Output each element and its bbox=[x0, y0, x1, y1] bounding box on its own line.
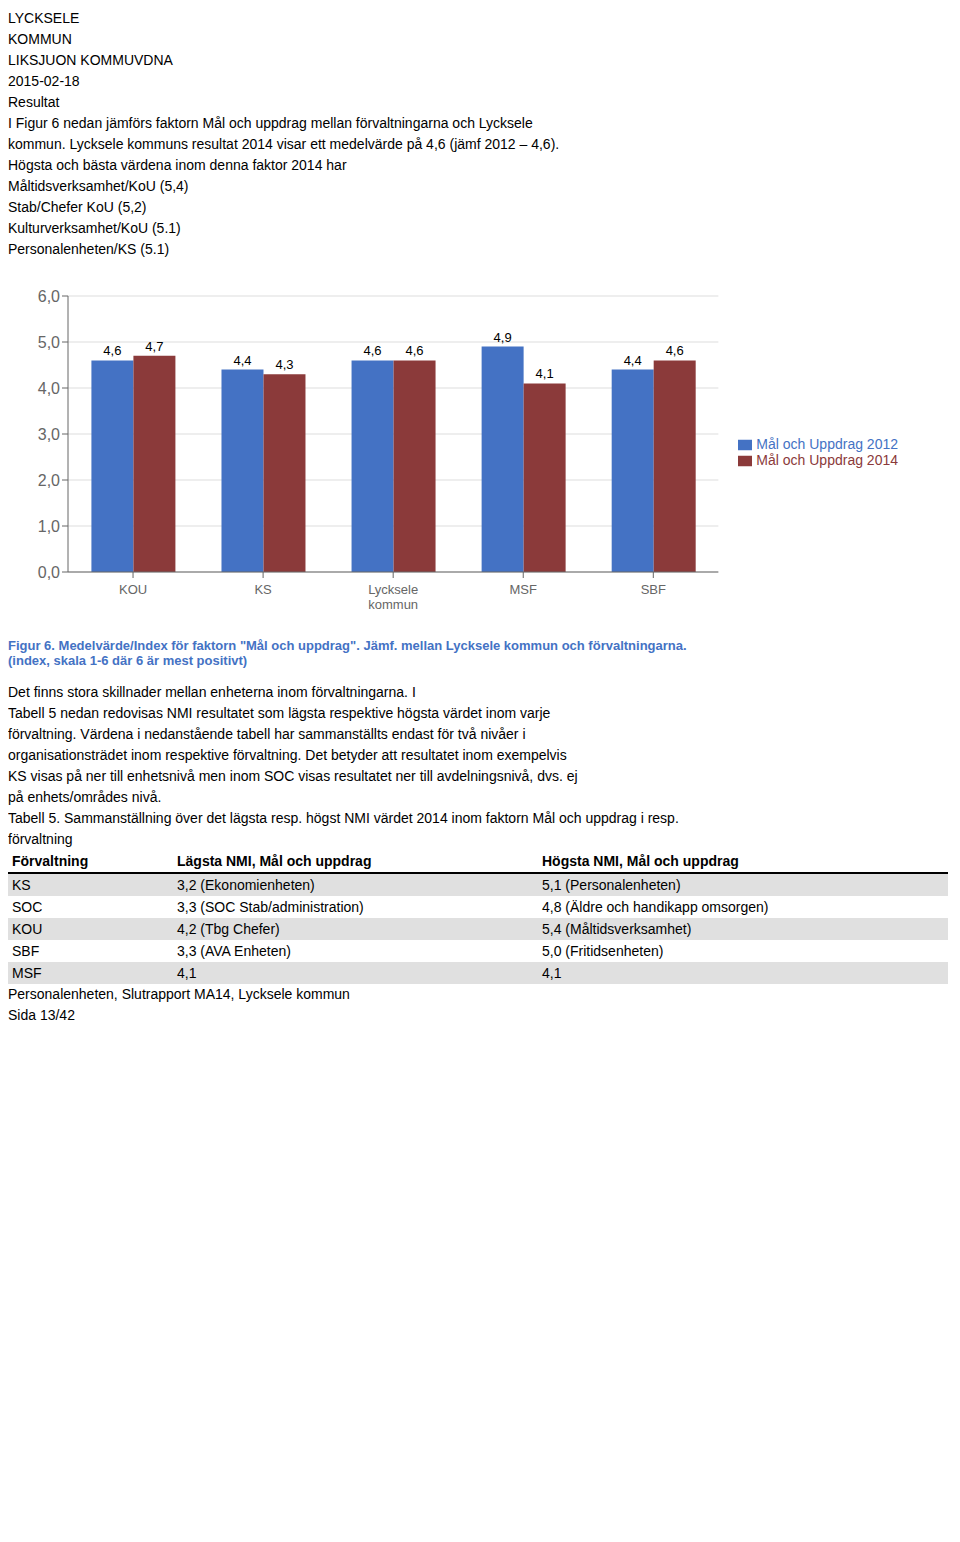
svg-text:4,6: 4,6 bbox=[406, 343, 424, 358]
svg-text:Lyckselekommun: Lyckselekommun bbox=[368, 582, 418, 612]
svg-text:4,1: 4,1 bbox=[536, 366, 554, 381]
html-text:Mål och Uppdrag 2014: Mål och Uppdrag 2014 bbox=[756, 452, 898, 468]
svg-text:4,6: 4,6 bbox=[364, 343, 382, 358]
svg-text:KS: KS bbox=[254, 582, 272, 597]
html-text:på enhets/områdes nivå.: på enhets/områdes nivå. bbox=[8, 789, 162, 805]
svg-text:3,0: 3,0 bbox=[38, 426, 60, 443]
html-text:4,1: 4,1 bbox=[542, 965, 562, 981]
html-text:KOMMUN: KOMMUN bbox=[8, 31, 72, 47]
html-text:4,2 (Tbg Chefer): 4,2 (Tbg Chefer) bbox=[177, 921, 280, 937]
html-text:LYCKSELE: LYCKSELE bbox=[8, 10, 80, 26]
html-text:KS: KS bbox=[12, 877, 31, 893]
html-text:Personalenheten/KS (5.1): Personalenheten/KS (5.1) bbox=[8, 241, 170, 257]
html-text:Figur 6. Medelvärde/Index för: Figur 6. Medelvärde/Index för faktorn "M… bbox=[8, 638, 687, 653]
html-text:MSF: MSF bbox=[12, 965, 42, 981]
svg-text:4,4: 4,4 bbox=[233, 353, 251, 368]
html-text:4,1: 4,1 bbox=[177, 965, 197, 981]
html-text:(index, skala 1-6 där 6 är mes: (index, skala 1-6 där 6 är mest positivt… bbox=[8, 653, 248, 668]
html-text:Personalenheten, Slutrapport M: Personalenheten, Slutrapport MA14, Lycks… bbox=[8, 986, 350, 1002]
html-text:Högsta och bästa värdena inom: Högsta och bästa värdena inom denna fakt… bbox=[8, 157, 347, 173]
svg-text:KOU: KOU bbox=[119, 582, 147, 597]
html-text:Det finns stora skillnader mel: Det finns stora skillnader mellan enhete… bbox=[8, 684, 416, 700]
svg-text:4,9: 4,9 bbox=[494, 330, 512, 345]
html-text:kommun. Lycksele kommuns resul: kommun. Lycksele kommuns resultat 2014 v… bbox=[8, 136, 560, 152]
html-text:5,4 (Måltidsverksamhet): 5,4 (Måltidsverksamhet) bbox=[542, 921, 692, 937]
svg-text:4,4: 4,4 bbox=[624, 353, 642, 368]
svg-text:4,3: 4,3 bbox=[275, 357, 293, 372]
html-text:Måltidsverksamhet/KoU (5,4): Måltidsverksamhet/KoU (5,4) bbox=[8, 178, 189, 194]
html-text:3,2 (Ekonomienheten): 3,2 (Ekonomienheten) bbox=[177, 877, 315, 893]
html-text:5,0 (Fritidsenheten): 5,0 (Fritidsenheten) bbox=[542, 943, 664, 959]
svg-text:5,0: 5,0 bbox=[38, 334, 60, 351]
html-text:3,3 (AVA Enheten): 3,3 (AVA Enheten) bbox=[177, 943, 291, 959]
html-text:Högsta NMI, Mål och uppdrag: Högsta NMI, Mål och uppdrag bbox=[542, 853, 739, 869]
html-text:LIKSJUON KOMMUVDNA: LIKSJUON KOMMUVDNA bbox=[8, 52, 173, 68]
svg-text:4,0: 4,0 bbox=[38, 380, 60, 397]
html-text:Kulturverksamhet/KoU (5.1): Kulturverksamhet/KoU (5.1) bbox=[8, 220, 181, 236]
html-text:Sida 13/42: Sida 13/42 bbox=[8, 1007, 75, 1023]
svg-text:4,7: 4,7 bbox=[145, 339, 163, 354]
svg-text:6,0: 6,0 bbox=[38, 288, 60, 305]
html-text:I Figur 6 nedan jämförs faktor: I Figur 6 nedan jämförs faktorn Mål och … bbox=[8, 115, 533, 131]
html-text:Tabell 5 nedan redovisas NMI r: Tabell 5 nedan redovisas NMI resultatet … bbox=[8, 705, 551, 721]
svg-text:MSF: MSF bbox=[510, 582, 538, 597]
html-text:Stab/Chefer KoU (5,2): Stab/Chefer KoU (5,2) bbox=[8, 199, 147, 215]
svg-text:0,0: 0,0 bbox=[38, 564, 60, 581]
svg-text:SBF: SBF bbox=[641, 582, 666, 597]
html-text:förvaltning. Värdena i nedanst: förvaltning. Värdena i nedanstående tabe… bbox=[8, 726, 526, 742]
html-text:KOU: KOU bbox=[12, 921, 43, 937]
html-text:Lägsta NMI, Mål och uppdrag: Lägsta NMI, Mål och uppdrag bbox=[177, 853, 372, 869]
html-text:5,1 (Personalenheten): 5,1 (Personalenheten) bbox=[542, 877, 681, 893]
html-text:SOC: SOC bbox=[12, 899, 43, 915]
html-text:4,8 (Äldre och handikapp omsor: 4,8 (Äldre och handikapp omsorgen) bbox=[542, 899, 769, 915]
svg-text:4,6: 4,6 bbox=[103, 343, 121, 358]
svg-text:4,6: 4,6 bbox=[666, 343, 684, 358]
html-text:Mål och Uppdrag 2012: Mål och Uppdrag 2012 bbox=[756, 435, 898, 452]
html-text:2015-02-18: 2015-02-18 bbox=[8, 73, 80, 89]
html-text:KS visas på ner till enhetsniv: KS visas på ner till enhetsnivå men inom… bbox=[8, 768, 578, 784]
html-text:Resultat: Resultat bbox=[8, 94, 60, 110]
html-text:3,3 (SOC Stab/administration): 3,3 (SOC Stab/administration) bbox=[177, 899, 364, 915]
html-text:förvaltning: förvaltning bbox=[8, 831, 73, 847]
html-text:Förvaltning: Förvaltning bbox=[12, 853, 89, 869]
html-text:organisationsträdet inom respe: organisationsträdet inom respektive förv… bbox=[8, 747, 567, 763]
html-text:SBF: SBF bbox=[12, 943, 40, 959]
svg-text:1,0: 1,0 bbox=[38, 518, 60, 535]
svg-text:2,0: 2,0 bbox=[38, 472, 60, 489]
html-text:Tabell 5. Sammanställning över: Tabell 5. Sammanställning över det lägst… bbox=[8, 810, 679, 826]
